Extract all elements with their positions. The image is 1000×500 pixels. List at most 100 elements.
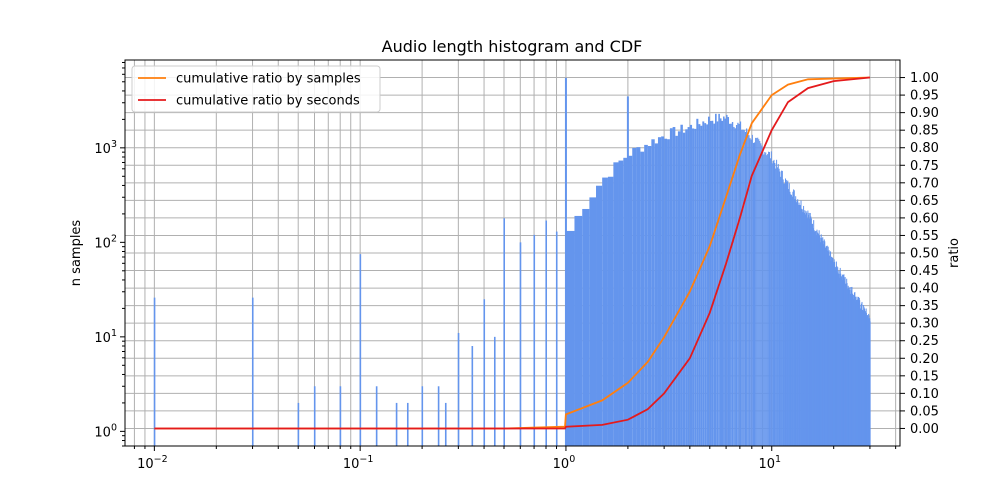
histogram-bar bbox=[716, 121, 719, 446]
histogram-bar bbox=[713, 123, 715, 447]
histogram-bar bbox=[791, 196, 793, 446]
histogram-bar bbox=[767, 154, 769, 446]
histogram-bar bbox=[820, 242, 822, 446]
cdf-lines bbox=[154, 76, 870, 430]
histogram-bar bbox=[819, 235, 821, 446]
histogram-bar bbox=[818, 230, 820, 446]
y-right-tick-label: 0.80 bbox=[910, 141, 939, 156]
histogram-bar bbox=[757, 137, 759, 446]
histogram-bar bbox=[709, 120, 712, 446]
histogram-bar bbox=[733, 126, 735, 447]
histogram-bar bbox=[815, 235, 817, 446]
y-right-tick-label: 0.55 bbox=[910, 229, 939, 244]
histogram-bar bbox=[737, 122, 739, 447]
y-left-tick-label: 102 bbox=[94, 233, 117, 251]
histogram-bar bbox=[793, 190, 795, 446]
histogram-bar bbox=[777, 164, 779, 446]
histogram-bar bbox=[762, 147, 764, 446]
y-right-tick-label: 0.35 bbox=[910, 299, 939, 314]
histogram-bar bbox=[795, 202, 797, 446]
histogram-spike bbox=[359, 254, 362, 446]
histogram-bar bbox=[803, 212, 805, 446]
histogram-bar bbox=[707, 116, 710, 446]
legend-label: cumulative ratio by samples bbox=[176, 72, 361, 87]
y-right-tick-label: 0.25 bbox=[910, 334, 939, 349]
histogram-bar bbox=[822, 240, 824, 446]
histogram-bar bbox=[822, 237, 824, 446]
histogram-bar bbox=[814, 231, 816, 446]
histogram-bar bbox=[677, 131, 681, 446]
histogram-bar bbox=[798, 202, 800, 446]
histogram-bar bbox=[807, 215, 809, 446]
histogram-spike bbox=[375, 386, 378, 446]
histogram-bar bbox=[806, 218, 808, 446]
histogram-spike bbox=[437, 386, 440, 446]
x-tick-label: 10−1 bbox=[343, 454, 374, 472]
cdf-line-1 bbox=[154, 76, 870, 430]
histogram-bar bbox=[582, 208, 590, 446]
histogram-bar bbox=[729, 123, 731, 447]
y-right-tick-label: 0.90 bbox=[910, 106, 939, 121]
histogram-spike bbox=[153, 297, 156, 446]
histogram-bar bbox=[724, 118, 727, 446]
y-right-tick-label: 0.30 bbox=[910, 317, 939, 332]
histogram-bar bbox=[748, 135, 750, 446]
histogram-bar bbox=[775, 168, 777, 446]
histogram-bar bbox=[810, 218, 812, 446]
histogram-bar bbox=[801, 208, 803, 446]
y-right-tick-label: 0.00 bbox=[910, 422, 939, 437]
histogram-bar bbox=[794, 199, 796, 446]
histogram-bar bbox=[682, 132, 686, 446]
histogram-bar bbox=[797, 199, 799, 446]
y-right-tick-label: 0.85 bbox=[910, 124, 939, 139]
histogram-spike bbox=[457, 332, 460, 446]
histogram-bar bbox=[781, 170, 783, 446]
histogram-spike bbox=[297, 402, 300, 446]
histogram-bar bbox=[785, 178, 787, 446]
histogram-bar bbox=[752, 142, 755, 446]
histogram-bar bbox=[813, 220, 815, 446]
x-tick-label: 100 bbox=[553, 454, 576, 472]
histogram-bar bbox=[700, 125, 703, 447]
histogram-bar bbox=[769, 158, 771, 446]
histogram-bar bbox=[805, 211, 807, 446]
histogram-bar bbox=[696, 118, 699, 447]
x-tick-label: 101 bbox=[758, 454, 781, 472]
histogram-bar bbox=[780, 176, 782, 447]
histogram-bar bbox=[788, 189, 790, 446]
histogram-bar bbox=[669, 128, 673, 446]
histogram-bar bbox=[799, 204, 801, 446]
histogram-bar bbox=[623, 157, 628, 446]
histogram-bar bbox=[765, 152, 767, 446]
histogram-bar bbox=[613, 162, 619, 446]
histogram-bar bbox=[812, 228, 814, 446]
histogram-bar bbox=[789, 191, 791, 446]
histogram-bar bbox=[723, 116, 725, 446]
y-right-tick-label: 0.10 bbox=[910, 387, 939, 402]
histogram-spike bbox=[503, 218, 505, 446]
histogram-bar bbox=[750, 139, 752, 446]
histogram-bar bbox=[802, 212, 804, 446]
histogram-bar bbox=[627, 155, 633, 447]
histogram-bar bbox=[809, 212, 811, 446]
y-right-tick-label: 1.00 bbox=[910, 71, 939, 86]
histogram-bar bbox=[813, 230, 815, 446]
histogram-bar bbox=[793, 189, 795, 446]
histogram-spike bbox=[251, 297, 254, 446]
y-left-tick-label: 103 bbox=[94, 139, 117, 157]
y-left-tick-label: 100 bbox=[94, 422, 117, 440]
histogram-bar bbox=[803, 205, 805, 446]
histogram-bar bbox=[751, 134, 753, 446]
histogram-bar bbox=[779, 171, 781, 446]
histogram-bar bbox=[749, 138, 751, 446]
histogram-bar bbox=[730, 123, 732, 446]
y-axis-left-label: n samples bbox=[69, 220, 84, 287]
histogram-bar bbox=[772, 160, 774, 447]
histogram-bar bbox=[811, 223, 813, 446]
histogram-bar bbox=[747, 133, 749, 447]
histogram-bar bbox=[770, 151, 772, 447]
y-right-tick-label: 0.65 bbox=[910, 194, 939, 209]
histogram-bar bbox=[672, 127, 676, 446]
histogram-bar bbox=[769, 152, 771, 446]
histogram-bar bbox=[735, 125, 738, 446]
